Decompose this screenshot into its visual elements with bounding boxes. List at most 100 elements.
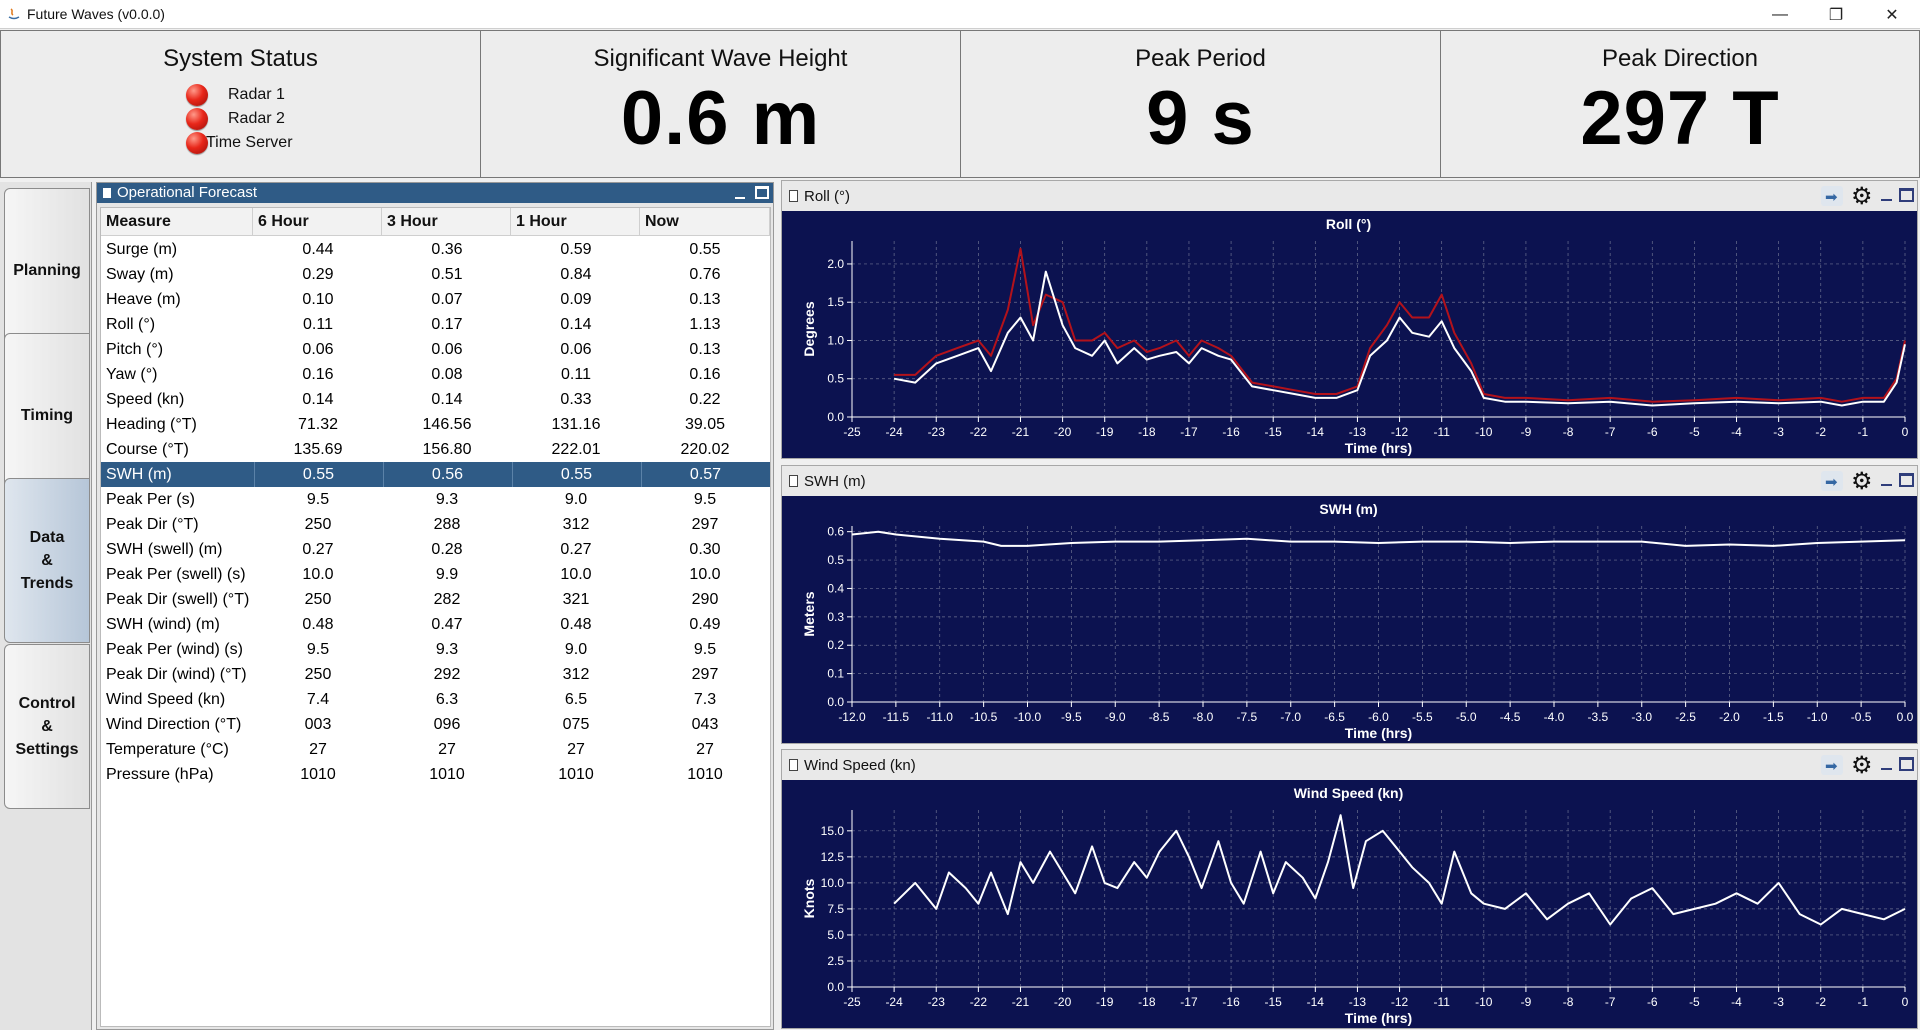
- chart-title: SWH (m): [1319, 501, 1377, 517]
- x-tick-label: -10: [1475, 425, 1493, 439]
- value-cell: 0.06: [302, 341, 334, 358]
- x-tick-label: -24: [885, 995, 903, 1009]
- table-row[interactable]: Peak Dir (°T) 250 288 312 297: [101, 512, 770, 537]
- series-line: [893, 814, 1906, 926]
- swh-tile: Significant Wave Height 0.6 m: [480, 30, 961, 178]
- document-icon: [789, 475, 798, 487]
- pin-icon[interactable]: ➡: [1821, 471, 1843, 491]
- value-cell: 0.14: [560, 316, 592, 333]
- x-tick-label: -10.5: [970, 710, 998, 724]
- table-row[interactable]: Wind Direction (°T) 003 096 075 043: [101, 712, 770, 737]
- measure-cell: SWH (m): [106, 466, 172, 483]
- value-cell: 7.4: [306, 691, 330, 708]
- pin-icon[interactable]: ➡: [1821, 186, 1843, 206]
- value-cell: 6.3: [435, 691, 459, 708]
- x-tick-label: -24: [885, 425, 903, 439]
- measure-cell: Heave (m): [106, 291, 181, 308]
- measure-cell: Peak Dir (wind) (°T): [106, 666, 247, 683]
- value-cell: 0.30: [689, 541, 721, 558]
- x-tick-label: -6.0: [1368, 710, 1389, 724]
- column-header[interactable]: 1 Hour: [511, 208, 640, 236]
- value-cell: 9.9: [435, 566, 459, 583]
- table-row[interactable]: Heading (°T) 71.32 146.56 131.16 39.05: [101, 412, 770, 437]
- x-tick-label: -4: [1731, 995, 1742, 1009]
- y-tick-label: 0.6: [827, 525, 844, 539]
- table-row[interactable]: SWH (wind) (m) 0.48 0.47 0.48 0.49: [101, 612, 770, 637]
- value-cell: 9.0: [564, 641, 588, 658]
- x-tick-label: -7: [1605, 425, 1616, 439]
- measure-cell: Peak Per (s): [106, 491, 195, 508]
- x-tick-label: -22: [970, 425, 988, 439]
- maximize-icon[interactable]: [1899, 757, 1914, 771]
- table-row[interactable]: Pitch (°) 0.06 0.06 0.06 0.13: [101, 337, 770, 362]
- table-row[interactable]: Peak Dir (wind) (°T) 250 292 312 297: [101, 662, 770, 687]
- value-cell: 135.69: [293, 441, 343, 458]
- table-row[interactable]: Peak Dir (swell) (°T) 250 282 321 290: [101, 587, 770, 612]
- maximize-icon[interactable]: [1899, 188, 1914, 202]
- column-header[interactable]: Measure: [101, 208, 253, 236]
- restore-window-button[interactable]: ❐: [1828, 6, 1844, 24]
- nav-timing-tab[interactable]: Timing: [4, 333, 90, 498]
- minimize-icon[interactable]: [1881, 768, 1892, 770]
- value-cell: 156.80: [422, 441, 472, 458]
- minimize-panel-icon[interactable]: [735, 197, 745, 199]
- table-row[interactable]: Wind Speed (kn) 7.4 6.3 6.5 7.3: [101, 687, 770, 712]
- maximize-panel-icon[interactable]: [755, 186, 769, 199]
- value-cell: 0.47: [431, 616, 463, 633]
- side-navigation: Planning Timing Data & Trends Control & …: [0, 182, 92, 1030]
- nav-control-settings-tab[interactable]: Control & Settings: [4, 644, 90, 809]
- x-tick-label: 0: [1902, 995, 1909, 1009]
- nav-planning-tab[interactable]: Planning: [4, 188, 90, 353]
- x-tick-label: -8.0: [1193, 710, 1214, 724]
- table-row[interactable]: Pressure (hPa) 1010 1010 1010 1010: [101, 762, 770, 787]
- measure-cell: Yaw (°): [106, 366, 158, 383]
- minimize-icon[interactable]: [1881, 199, 1892, 201]
- x-tick-label: -9.0: [1105, 710, 1126, 724]
- table-row[interactable]: Heave (m) 0.10 0.07 0.09 0.13: [101, 287, 770, 312]
- column-header[interactable]: Now: [640, 208, 770, 236]
- x-axis-label: Time (hrs): [1345, 440, 1412, 456]
- value-cell: 146.56: [422, 416, 472, 433]
- table-row[interactable]: Peak Per (s) 9.5 9.3 9.0 9.5: [101, 487, 770, 512]
- minimize-icon[interactable]: [1881, 484, 1892, 486]
- x-tick-label: -10: [1475, 995, 1493, 1009]
- y-axis-label: Knots: [801, 878, 817, 918]
- table-row[interactable]: Temperature (°C) 27 27 27 27: [101, 737, 770, 762]
- peak-period-title: Peak Period: [1135, 45, 1266, 72]
- table-row[interactable]: Yaw (°) 0.16 0.08 0.11 0.16: [101, 362, 770, 387]
- gear-icon[interactable]: ⚙: [1851, 752, 1873, 779]
- table-row[interactable]: SWH (m) 0.55 0.56 0.55 0.57: [101, 462, 770, 487]
- measure-cell: Peak Per (swell) (s): [106, 566, 246, 583]
- y-tick-label: 0.5: [827, 372, 844, 386]
- x-tick-label: -9: [1521, 995, 1532, 1009]
- column-header[interactable]: 3 Hour: [382, 208, 511, 236]
- y-tick-label: 0.0: [827, 695, 844, 709]
- x-tick-label: -11.5: [883, 710, 910, 724]
- x-tick-label: -1.0: [1807, 710, 1828, 724]
- maximize-icon[interactable]: [1899, 473, 1914, 487]
- table-row[interactable]: Roll (°) 0.11 0.17 0.14 1.13: [101, 312, 770, 337]
- table-row[interactable]: Peak Per (wind) (s) 9.5 9.3 9.0 9.5: [101, 637, 770, 662]
- value-cell: 9.3: [435, 491, 459, 508]
- value-cell: 0.36: [431, 241, 463, 258]
- table-row[interactable]: SWH (swell) (m) 0.27 0.28 0.27 0.30: [101, 537, 770, 562]
- measure-cell: Wind Speed (kn): [106, 691, 226, 708]
- table-row[interactable]: Course (°T) 135.69 156.80 222.01 220.02: [101, 437, 770, 462]
- table-row[interactable]: Speed (kn) 0.14 0.14 0.33 0.22: [101, 387, 770, 412]
- gear-icon[interactable]: ⚙: [1851, 468, 1873, 495]
- pin-icon[interactable]: ➡: [1821, 755, 1843, 775]
- close-window-button[interactable]: ✕: [1885, 6, 1899, 24]
- gear-icon[interactable]: ⚙: [1851, 183, 1873, 210]
- nav-data-trends-tab[interactable]: Data & Trends: [4, 478, 90, 643]
- table-row[interactable]: Peak Per (swell) (s) 10.0 9.9 10.0 10.0: [101, 562, 770, 587]
- wind-speed-chart-panel: Wind Speed (kn) ➡ ⚙ Wind Speed (kn) 0.0 2.…: [781, 749, 1918, 1029]
- table-row[interactable]: Surge (m) 0.44 0.36 0.59 0.55: [101, 237, 770, 262]
- value-cell: 27: [696, 741, 714, 758]
- minimize-window-button[interactable]: —: [1772, 5, 1788, 23]
- column-header[interactable]: 6 Hour: [253, 208, 382, 236]
- table-row[interactable]: Sway (m) 0.29 0.51 0.84 0.76: [101, 262, 770, 287]
- peak-direction-title: Peak Direction: [1601, 45, 1759, 72]
- swh-panel-tools: ➡ ⚙: [1817, 468, 1917, 495]
- system-status-tile: System Status Radar 1 Radar 2 Time Serve…: [0, 30, 481, 178]
- value-cell: 0.33: [560, 391, 592, 408]
